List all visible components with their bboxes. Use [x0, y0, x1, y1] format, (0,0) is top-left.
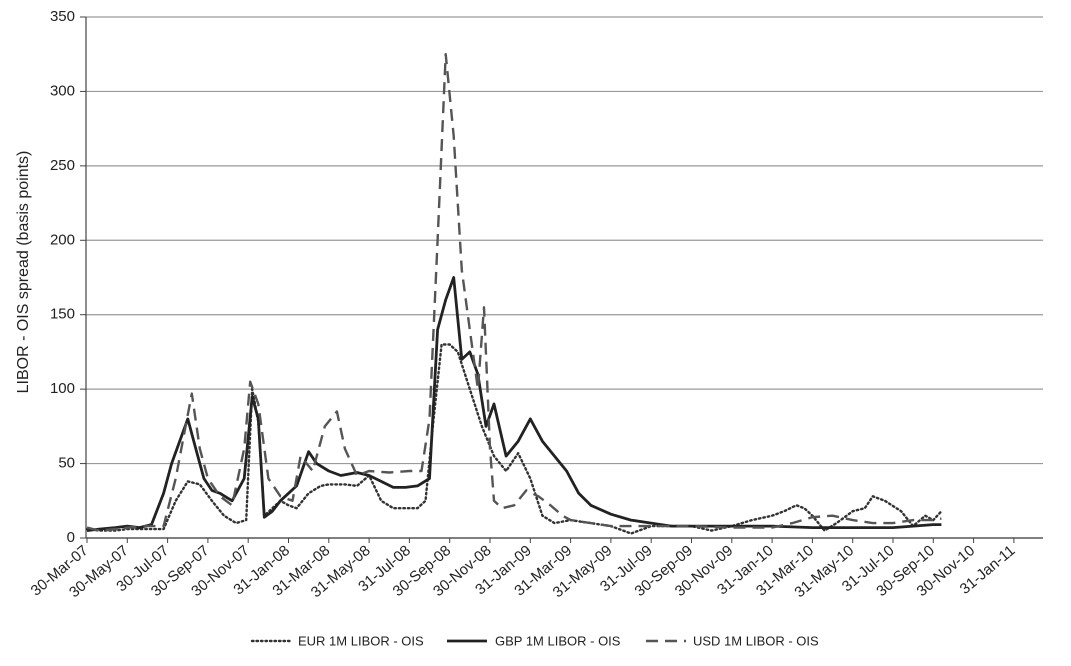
y-tick-label: 300	[50, 82, 75, 99]
x-axis-tick-labels: 30-Mar-0730-May-0730-Jul-0730-Sep-0730-N…	[28, 538, 1018, 601]
legend-label: EUR 1M LIBOR - OIS	[298, 633, 424, 648]
y-axis-tick-labels: 0 50 100 150 200 250 300 350	[50, 8, 75, 546]
y-tick-label: 250	[50, 157, 75, 174]
series-line-eur	[85, 343, 943, 535]
y-tick-label: 350	[50, 8, 75, 25]
series-line-usd	[86, 53, 942, 532]
y-tick-label: 100	[50, 380, 75, 397]
y-tick-label: 50	[58, 455, 75, 472]
grid	[80, 16, 1043, 539]
legend: EUR 1M LIBOR - OIS GBP 1M LIBOR - OIS USD …	[250, 633, 819, 648]
y-tick-label: 150	[50, 306, 75, 323]
series-lines	[85, 53, 943, 535]
y-tick-label: 0	[67, 529, 75, 546]
axes	[85, 17, 1043, 539]
series-line-gbp	[86, 276, 942, 532]
y-tick-label: 200	[50, 231, 75, 248]
legend-label: USD 1M LIBOR - OIS	[693, 633, 819, 648]
legend-label: GBP 1M LIBOR - OIS	[495, 633, 621, 648]
y-axis-title: LIBOR - OIS spread (basis points)	[15, 151, 32, 394]
